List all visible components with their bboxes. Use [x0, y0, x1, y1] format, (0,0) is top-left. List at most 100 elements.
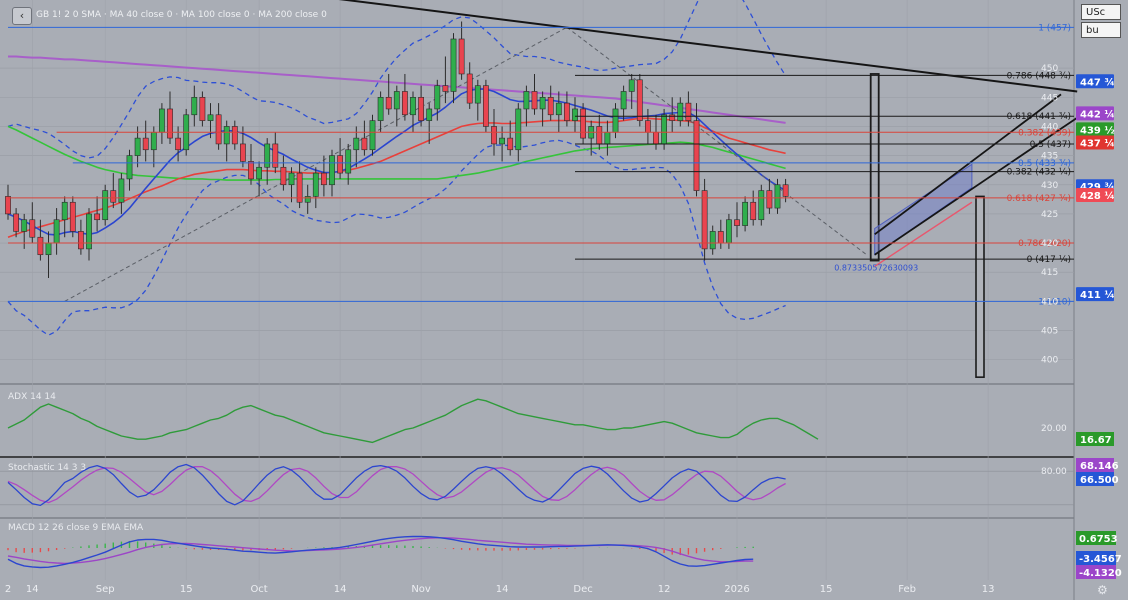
stoch-badge-text: 68.146 — [1080, 461, 1119, 472]
candle-body — [69, 201, 76, 232]
candle-body — [717, 231, 724, 244]
candle-body — [280, 166, 287, 186]
candle-body — [766, 190, 773, 209]
trend-drawings[interactable]: 0.873350572630093 — [64, 0, 1078, 378]
price-badge-text: 429 ¾ — [1080, 182, 1115, 193]
price-tick-label: 400 — [1041, 356, 1058, 366]
channel-fill — [874, 163, 973, 256]
price-tick-label: 440 — [1041, 122, 1058, 132]
x-tick-label: 14 — [496, 584, 509, 595]
candle-body — [653, 131, 659, 145]
candle-body — [312, 172, 319, 197]
unit-selector[interactable]: bu — [1081, 22, 1121, 38]
candle-body — [555, 102, 562, 116]
x-tick-label: 14 — [334, 584, 347, 595]
candle-body — [596, 126, 603, 145]
candle-body — [410, 96, 416, 116]
candle-body — [86, 213, 92, 250]
fib-level-label: 0.786 (420) — [1018, 239, 1071, 249]
price-badge — [1076, 135, 1114, 150]
candle-body — [628, 79, 635, 92]
stoch-k-line — [7, 463, 786, 507]
candle-body — [491, 126, 497, 145]
price-badge — [1076, 187, 1114, 202]
candle-body — [110, 190, 117, 203]
candle-body — [774, 184, 781, 209]
candle-body — [547, 96, 554, 116]
candle-body — [329, 155, 335, 186]
bollinger-lower-line — [7, 139, 786, 336]
candle-body — [677, 102, 684, 121]
currency-selector[interactable]: USc — [1081, 4, 1121, 20]
candle-body — [742, 201, 748, 226]
candle-body — [782, 184, 789, 197]
candle-body — [539, 96, 546, 110]
candle-body — [248, 161, 254, 180]
macd-badge — [1076, 551, 1116, 565]
x-tick-label: Oct — [250, 584, 267, 595]
candle-body — [612, 108, 619, 133]
stoch-badge-text: 66.500 — [1080, 475, 1119, 486]
fib-level-label: 0.618 (427 ¾) — [1007, 194, 1071, 204]
candle-body — [288, 172, 295, 186]
adx-badge-text: 16.67 — [1080, 435, 1112, 446]
candle-body — [21, 219, 28, 232]
macd-badge-text: -3.4567 — [1079, 554, 1122, 565]
fib-level-label: 0.786 (448 ¾) — [1007, 71, 1071, 81]
stoch-d-line — [7, 466, 786, 504]
fib-level-label: 0.382 (439) — [1018, 128, 1071, 138]
moving-averages — [7, 55, 787, 238]
price-badge-text: 411 ¼ — [1080, 289, 1115, 301]
price-badge — [1076, 106, 1114, 121]
price-badge-text: 428 ¼ — [1080, 190, 1115, 202]
fib-level-label: 1 (410) — [1038, 297, 1071, 307]
price-tick-label: 420 — [1041, 239, 1058, 249]
candle-body — [5, 196, 11, 215]
macd-label: MACD 12 26 close 9 EMA EMA — [8, 523, 144, 533]
channel-lower-line — [874, 116, 1078, 256]
candle-body — [450, 38, 457, 92]
candle-body — [661, 114, 667, 145]
candle-body — [215, 114, 222, 145]
candle-body — [563, 102, 570, 121]
candle-body — [572, 108, 578, 121]
candle-body — [142, 137, 149, 151]
adx-line — [7, 398, 819, 444]
candle-body — [126, 155, 133, 180]
candle-body — [13, 213, 19, 232]
candle-body — [361, 137, 368, 151]
candle-body — [669, 114, 676, 121]
price-tick-label: 415 — [1041, 268, 1058, 278]
candle-body — [434, 85, 441, 110]
x-tick-label: 13 — [982, 584, 995, 595]
candle-body — [734, 219, 740, 226]
candle-body — [304, 196, 311, 203]
stoch-badge — [1076, 472, 1114, 486]
ma200-line — [8, 55, 786, 124]
candle-body — [418, 96, 424, 121]
candle-body — [474, 85, 481, 104]
fibonacci-levels[interactable]: 1 (457) 0.786 (448 ¾) 0.618 (441 ¾) 0.382 (… — [8, 23, 1074, 307]
candle-body — [401, 91, 408, 116]
price-badge-text: 447 ¾ — [1080, 77, 1115, 88]
candle-body — [118, 178, 125, 203]
channel-mid-line — [874, 201, 973, 267]
settings-gear-icon[interactable]: ⚙ — [1097, 583, 1108, 597]
candle-body — [499, 137, 505, 145]
collapse-legend-button[interactable]: ‹ — [12, 7, 32, 25]
x-tick-label: 15 — [180, 584, 193, 595]
x-tick-label: Dec — [573, 584, 592, 595]
x-tick-label: 12 — [658, 584, 671, 595]
x-tick-label: Sep — [96, 584, 115, 595]
candle-body — [531, 91, 538, 110]
macd-badge-text: 0.6753 — [1079, 534, 1118, 545]
candle-body — [377, 96, 384, 121]
macd-line — [7, 535, 754, 569]
candle-body — [685, 102, 692, 121]
candle-body — [199, 96, 206, 121]
candle-body — [167, 108, 173, 139]
candle-body — [709, 231, 716, 250]
fib-level-label: 0.382 (432 ¼) — [1007, 168, 1071, 178]
x-tick-label: 15 — [820, 584, 833, 595]
